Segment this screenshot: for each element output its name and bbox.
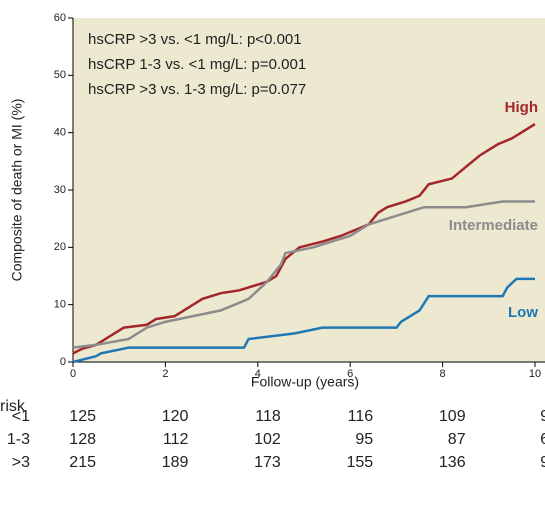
cell: 118	[255, 408, 281, 425]
line-series	[72, 123, 536, 355]
y-tick-label: 20	[54, 241, 66, 253]
row-label: <1	[12, 408, 30, 425]
cell: 136	[439, 454, 466, 471]
y-axis-label: Composite of death or MI (%)	[9, 99, 25, 282]
y-tick-label: 30	[54, 184, 66, 196]
row-label: 1-3	[7, 431, 30, 448]
x-tick-label: 4	[255, 368, 261, 380]
x-tick-label: 0	[70, 368, 76, 380]
row-label: >3	[12, 454, 30, 471]
line-series	[72, 277, 535, 364]
series-label: Low	[508, 304, 538, 321]
cell: 95	[355, 431, 373, 448]
line-series	[72, 200, 535, 349]
x-tick-label: 8	[440, 368, 446, 380]
y-tick-label: 60	[54, 12, 66, 24]
x-tick-label: 10	[529, 368, 541, 380]
annotation: hsCRP >3 vs. 1-3 mg/L: p=0.077	[88, 81, 306, 98]
series-label: Intermediate	[449, 217, 538, 234]
annotation: hsCRP >3 vs. <1 mg/L: p<0.001	[88, 31, 302, 48]
x-axis-label: Follow-up (years)	[251, 374, 359, 390]
cell: 102	[254, 431, 281, 448]
cell: 91	[540, 408, 545, 425]
series-label: High	[505, 99, 538, 116]
cell: 155	[346, 454, 373, 471]
cell: 173	[254, 454, 281, 471]
plot-background	[73, 18, 545, 362]
cell: 87	[448, 431, 466, 448]
y-tick-label: 40	[54, 127, 66, 139]
cell: 116	[348, 408, 374, 425]
annotation: hsCRP 1-3 vs. <1 mg/L: p=0.001	[88, 56, 306, 73]
y-tick-label: 0	[60, 356, 66, 368]
y-tick-label: 10	[54, 299, 66, 311]
cell: 120	[162, 408, 189, 425]
cell: 109	[439, 408, 466, 425]
cell: 68	[540, 431, 545, 448]
cell: 95	[540, 454, 545, 471]
table-title: risk	[0, 398, 26, 415]
cell: 215	[69, 454, 96, 471]
x-tick-label: 2	[162, 368, 168, 380]
cell: 189	[162, 454, 189, 471]
y-tick-label: 50	[54, 69, 66, 81]
cell: 125	[69, 408, 96, 425]
x-tick-label: 6	[347, 368, 353, 380]
cell: 112	[163, 431, 189, 448]
cell: 128	[69, 431, 96, 448]
